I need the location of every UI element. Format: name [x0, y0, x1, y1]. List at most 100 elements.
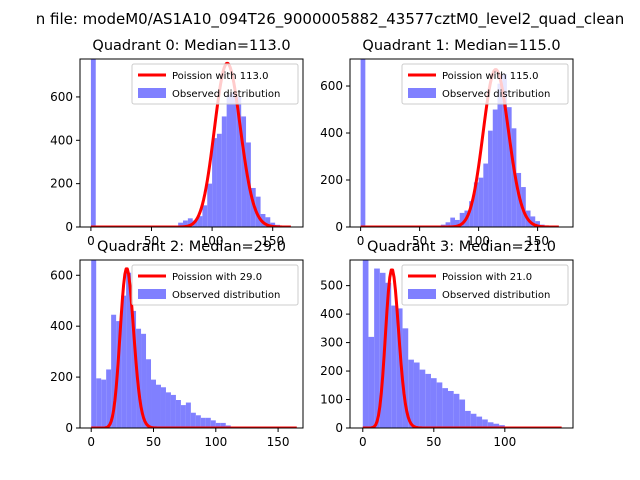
subplot-title: Quadrant 1: Median=115.0	[362, 38, 560, 54]
poisson-curve	[360, 68, 560, 227]
histogram-bar	[241, 116, 247, 227]
subplot-title: Quadrant 3: Median=21.0	[367, 239, 556, 255]
histogram-bar	[226, 94, 232, 227]
histogram-bar	[408, 359, 414, 428]
legend-label-poisson: Poission with 29.0	[172, 272, 262, 283]
histogram-bar	[469, 201, 474, 227]
histogram-bar	[497, 83, 503, 227]
y-tick-label: 400	[320, 126, 343, 140]
poisson-curve	[90, 267, 298, 428]
histogram-bar	[476, 416, 483, 428]
histogram-bar	[205, 417, 211, 428]
x-tick-label: 50	[412, 234, 427, 248]
histogram-bar	[459, 212, 465, 227]
y-tick-label: 300	[320, 336, 343, 350]
legend-label-poisson: Poission with 21.0	[442, 272, 532, 283]
x-tick-label: 150	[267, 435, 290, 449]
legend-label-poisson: Poission with 113.0	[172, 71, 268, 82]
y-tick-label: 0	[65, 421, 73, 435]
axes-frame	[79, 259, 304, 429]
y-tick-label: 600	[320, 79, 343, 93]
histogram-bar	[465, 410, 471, 428]
x-tick-label: 50	[144, 234, 159, 248]
histogram-bar	[385, 282, 392, 428]
subplot-quadrant-0: 0 50 100 150 0 200 400 600 Quadrant 0: Median=11…	[50, 38, 304, 248]
legend-patch-swatch	[138, 88, 166, 98]
histogram-bar	[170, 394, 176, 428]
y-tick-label: 0	[335, 220, 343, 234]
histogram-bar	[368, 336, 375, 428]
histogram-bar	[379, 272, 386, 428]
subplot-quadrant-1: 0 50 100 150 0 200 400 600 Quadrant 1: Median=11…	[320, 38, 574, 248]
legend: Poission with 113.0 Observed distribution	[131, 63, 299, 105]
histogram-bar	[455, 219, 460, 227]
y-tick-label: 500	[320, 279, 343, 293]
histogram-bar	[216, 133, 222, 227]
subplot-grid: 0 50 100 150 0 200 400 600 Quadrant 0: Median=11…	[50, 38, 574, 449]
histogram-bar	[374, 268, 380, 428]
histogram-bar	[482, 419, 488, 428]
histogram-bar	[202, 205, 208, 227]
figure-suptitle: n file: modeM0/AS1A10_094T26_9000005882_…	[36, 10, 625, 29]
histogram-bar	[413, 362, 420, 428]
histogram-bar	[141, 333, 147, 428]
histogram-bar	[175, 400, 181, 428]
axes-frame	[79, 58, 304, 228]
x-tick-label: 100	[467, 234, 490, 248]
subplot-quadrant-2: 0 50 100 150 0 200 400 600 Quadrant 2: Median=29…	[50, 239, 304, 449]
y-tick-label: 100	[320, 393, 343, 407]
x-tick-label: 150	[526, 234, 549, 248]
histogram-bar	[488, 130, 493, 227]
histogram-bar	[483, 163, 489, 227]
plot-area	[90, 260, 298, 428]
histogram-bar	[131, 310, 137, 428]
histogram-bar	[178, 222, 184, 227]
legend-patch-swatch	[138, 289, 166, 299]
histogram-bar	[487, 422, 494, 428]
histogram-bar	[220, 422, 226, 428]
y-tick-label: 200	[320, 173, 343, 187]
histogram-bar	[215, 422, 221, 428]
y-tick-label: 400	[50, 133, 73, 147]
histogram-bar	[180, 405, 186, 428]
legend-label-observed: Observed distribution	[172, 89, 280, 100]
histogram-bar	[430, 378, 437, 428]
histogram-bar	[478, 177, 484, 227]
histogram-bar	[155, 384, 161, 428]
histogram-bar	[445, 222, 451, 227]
y-tick-label: 0	[65, 220, 73, 234]
histogram-bar	[200, 417, 206, 428]
legend-label-observed: Observed distribution	[172, 290, 280, 301]
legend-label-observed: Observed distribution	[442, 290, 550, 301]
legend: Poission with 21.0 Observed distribution	[401, 264, 569, 306]
x-tick-label: 0	[87, 234, 95, 248]
histogram-bar	[402, 328, 409, 428]
histogram-bar	[91, 260, 97, 428]
x-tick-label: 50	[426, 435, 441, 449]
histogram-bar	[106, 369, 112, 428]
legend: Poission with 115.0 Observed distribution	[401, 63, 569, 105]
x-tick-label: 0	[87, 435, 95, 449]
x-tick-label: 50	[146, 435, 161, 449]
histogram-bar	[101, 379, 107, 428]
histogram-bar	[442, 388, 449, 428]
histogram-bar	[231, 92, 237, 227]
legend-label-poisson: Poission with 115.0	[442, 71, 538, 82]
histogram-bar	[183, 220, 188, 227]
histogram-bar	[425, 373, 431, 428]
y-tick-label: 400	[50, 319, 73, 333]
histogram-bar	[362, 260, 369, 428]
histogram-bar	[121, 295, 127, 428]
x-tick-label: 100	[204, 435, 227, 449]
histogram-bar	[90, 59, 96, 227]
legend-label-observed: Observed distribution	[442, 89, 550, 100]
x-tick-label: 0	[359, 435, 367, 449]
x-tick-label: 100	[493, 435, 516, 449]
histogram-bar	[492, 109, 498, 227]
y-tick-label: 600	[50, 90, 73, 104]
plot-area	[90, 59, 292, 227]
y-tick-label: 600	[50, 268, 73, 282]
histogram-bar	[207, 183, 213, 227]
histogram-bar	[185, 402, 191, 428]
legend-box	[131, 264, 299, 306]
